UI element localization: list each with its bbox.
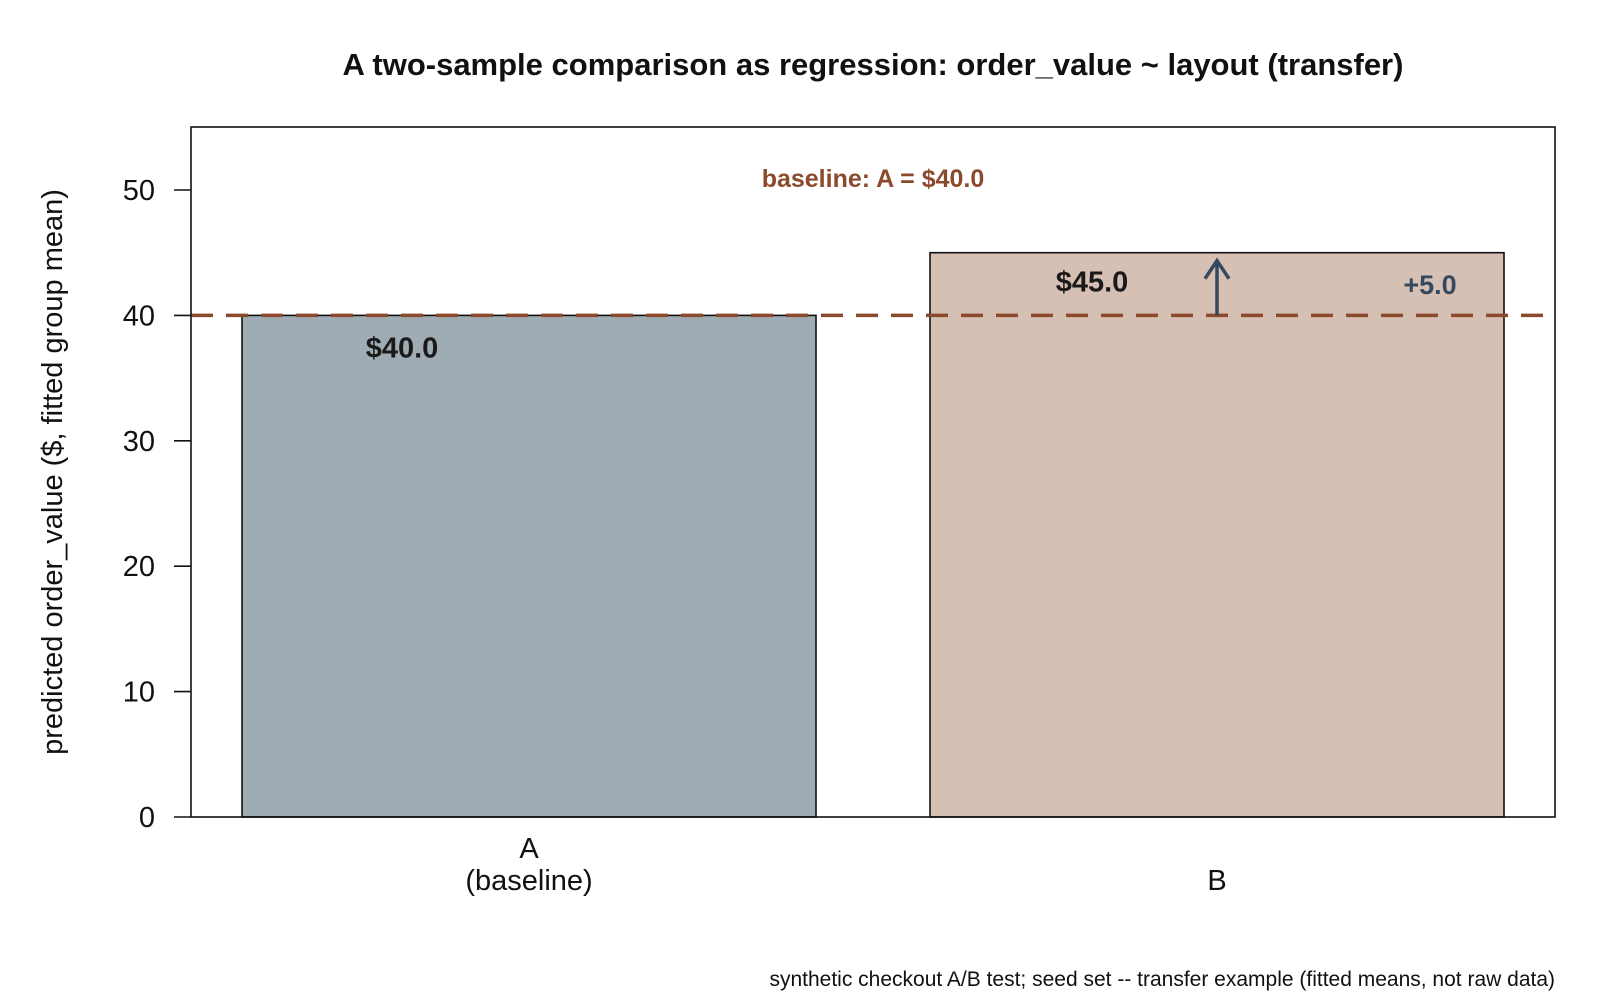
bar-value-labels: $40.0 $45.0 xyxy=(366,266,1129,364)
x-axis: A (baseline) B xyxy=(465,833,1226,897)
y-tick-label: 10 xyxy=(123,677,155,709)
chart-caption: synthetic checkout A/B test; seed set --… xyxy=(769,968,1555,991)
x-tick-label: B xyxy=(1207,865,1226,897)
y-axis: 0 10 20 30 40 50 xyxy=(123,175,191,834)
bars-group xyxy=(241,251,1505,818)
y-tick-label: 50 xyxy=(123,175,155,207)
baseline-annotation: baseline: A = $40.0 xyxy=(762,165,985,193)
difference-annotation: +5.0 xyxy=(1403,270,1456,300)
y-axis-label: predicted order_value ($, fitted group m… xyxy=(37,189,69,755)
y-tick-label: 30 xyxy=(123,426,155,458)
y-tick-label: 0 xyxy=(139,802,155,834)
y-tick-label: 40 xyxy=(123,300,155,332)
chart-title: A two-sample comparison as regression: o… xyxy=(343,47,1404,82)
x-tick-label: A (baseline) xyxy=(465,833,592,897)
arrow-head xyxy=(1203,257,1231,280)
bar-value-label: $40.0 xyxy=(366,332,439,364)
y-tick-label: 20 xyxy=(123,551,155,583)
plot-frame xyxy=(190,126,1556,818)
difference-arrow xyxy=(1203,257,1231,316)
bar-b xyxy=(929,251,1505,818)
bar-a xyxy=(241,314,817,818)
bar-value-label: $45.0 xyxy=(1056,266,1129,298)
